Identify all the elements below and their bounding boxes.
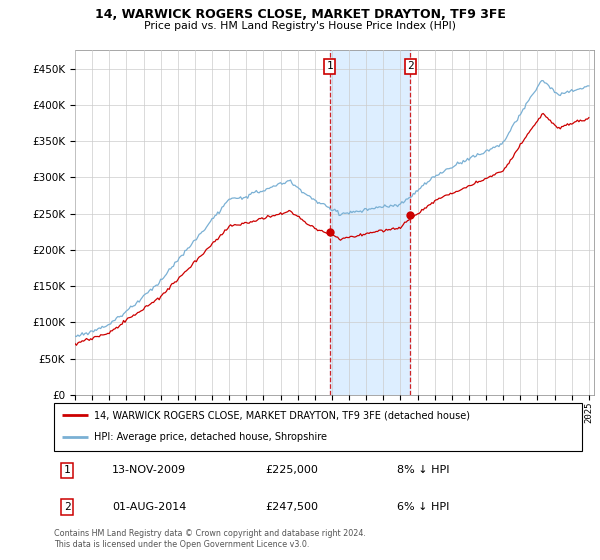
Text: £225,000: £225,000 <box>265 465 318 475</box>
Text: 2: 2 <box>64 502 71 512</box>
Text: 1: 1 <box>64 465 71 475</box>
Text: 14, WARWICK ROGERS CLOSE, MARKET DRAYTON, TF9 3FE (detached house): 14, WARWICK ROGERS CLOSE, MARKET DRAYTON… <box>94 410 470 420</box>
Text: HPI: Average price, detached house, Shropshire: HPI: Average price, detached house, Shro… <box>94 432 326 442</box>
Text: 01-AUG-2014: 01-AUG-2014 <box>112 502 187 512</box>
Text: 13-NOV-2009: 13-NOV-2009 <box>112 465 186 475</box>
Text: 2: 2 <box>407 62 414 71</box>
FancyBboxPatch shape <box>54 403 582 451</box>
Text: 6% ↓ HPI: 6% ↓ HPI <box>397 502 449 512</box>
Bar <box>330 50 410 395</box>
Text: 1: 1 <box>326 62 333 71</box>
Text: £247,500: £247,500 <box>265 502 318 512</box>
Text: Contains HM Land Registry data © Crown copyright and database right 2024.
This d: Contains HM Land Registry data © Crown c… <box>54 529 366 549</box>
Text: 8% ↓ HPI: 8% ↓ HPI <box>397 465 450 475</box>
Text: Price paid vs. HM Land Registry's House Price Index (HPI): Price paid vs. HM Land Registry's House … <box>144 21 456 31</box>
Text: 14, WARWICK ROGERS CLOSE, MARKET DRAYTON, TF9 3FE: 14, WARWICK ROGERS CLOSE, MARKET DRAYTON… <box>95 8 505 21</box>
